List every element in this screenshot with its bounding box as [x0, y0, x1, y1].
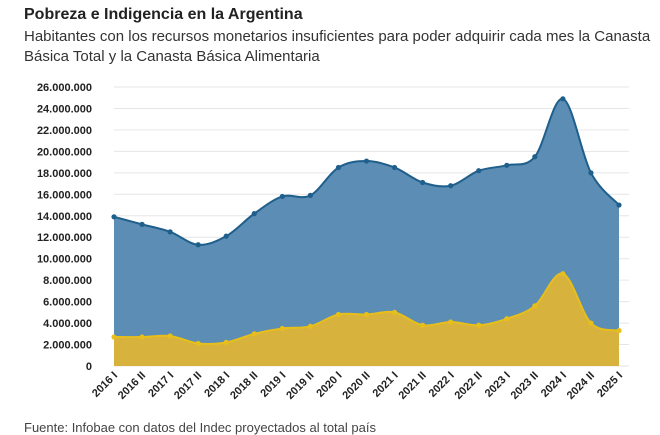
pobreza-point [532, 154, 538, 160]
x-tick-label: 2024 I [539, 370, 569, 400]
indigencia-area [114, 273, 619, 366]
pobreza-point [616, 202, 622, 208]
indigencia-point [167, 333, 173, 339]
indigencia-point [504, 316, 510, 322]
x-tick-label: 2023 II [509, 370, 541, 402]
x-tick-label: 2020 I [314, 370, 344, 400]
y-tick-label: 4.000.000 [43, 318, 92, 330]
pobreza-point [195, 242, 201, 248]
x-tick-label: 2016 I [90, 370, 120, 400]
y-tick-label: 0 [86, 361, 92, 373]
indigencia-point [139, 334, 145, 340]
indigencia-point [420, 322, 426, 328]
indigencia-point [251, 331, 257, 337]
pobreza-point [363, 158, 370, 164]
pobreza-point [504, 162, 510, 168]
x-tick-label: 2023 I [483, 370, 513, 400]
pobreza-point [476, 168, 482, 174]
pobreza-point [307, 192, 313, 198]
indigencia-point [307, 323, 313, 329]
pobreza-point [251, 211, 257, 217]
y-tick-label: 18.000.000 [37, 168, 92, 180]
y-tick-label: 12.000.000 [37, 232, 92, 244]
x-tick-label: 2022 I [427, 370, 457, 400]
indigencia-point [223, 339, 229, 345]
y-tick-label: 26.000.000 [37, 82, 92, 94]
y-tick-label: 2.000.000 [43, 340, 92, 352]
y-tick-label: 22.000.000 [37, 125, 92, 137]
chart-subtitle: Habitantes con los recursos monetarios i… [24, 28, 651, 65]
indigencia-point [335, 311, 342, 318]
indigencia-point [560, 271, 566, 277]
x-tick-label: 2016 II [116, 370, 148, 402]
indigencia-point [111, 334, 117, 340]
chart-source: Fuente: Infobae con datos del Indec proy… [24, 420, 376, 435]
y-tick-label: 6.000.000 [43, 297, 92, 309]
x-tick-label: 2017 I [146, 370, 176, 400]
indigencia-point [588, 320, 594, 326]
pobreza-point [111, 214, 117, 220]
indigencia-point [391, 309, 398, 315]
x-tick-label: 2025 I [595, 370, 625, 400]
pobreza-point [167, 229, 173, 235]
pobreza-point [223, 233, 229, 239]
pobreza-point [420, 179, 426, 186]
pobreza-point [588, 170, 594, 176]
x-tick-label: 2021 II [396, 370, 428, 402]
x-tick-label: 2021 I [371, 370, 401, 400]
x-tick-label: 2019 II [284, 370, 316, 402]
pobreza-point [279, 193, 285, 200]
area-layer [111, 96, 622, 366]
pobreza-area [114, 98, 619, 366]
y-tick-label: 20.000.000 [37, 146, 92, 158]
indigencia-point [448, 319, 454, 325]
pobreza-point [391, 164, 398, 171]
pobreza-point [139, 221, 145, 227]
x-tick-label: 2020 II [340, 370, 372, 402]
indigencia-point [616, 327, 622, 334]
y-tick-label: 14.000.000 [37, 211, 92, 223]
x-tick-label: 2019 I [258, 370, 288, 400]
indigencia-point [279, 325, 285, 332]
y-tick-label: 8.000.000 [43, 275, 92, 287]
x-tick-label: 2022 II [453, 370, 485, 402]
indigencia-point [195, 340, 201, 347]
x-tick-label: 2018 II [228, 370, 260, 402]
y-tick-label: 10.000.000 [37, 254, 92, 266]
pobreza-point [560, 96, 566, 102]
pobreza-point [335, 164, 342, 171]
x-tick-label: 2018 I [202, 370, 232, 400]
chart-title: Pobreza e Indigencia en la Argentina [24, 6, 303, 23]
x-tick-label: 2024 II [565, 370, 597, 402]
indigencia-point [476, 322, 482, 328]
indigencia-point [363, 311, 370, 318]
y-tick-label: 16.000.000 [37, 189, 92, 201]
x-tick-label: 2017 II [172, 370, 204, 402]
pobreza-point [448, 183, 454, 189]
indigencia-point [532, 303, 538, 309]
y-tick-label: 24.000.000 [37, 103, 92, 115]
